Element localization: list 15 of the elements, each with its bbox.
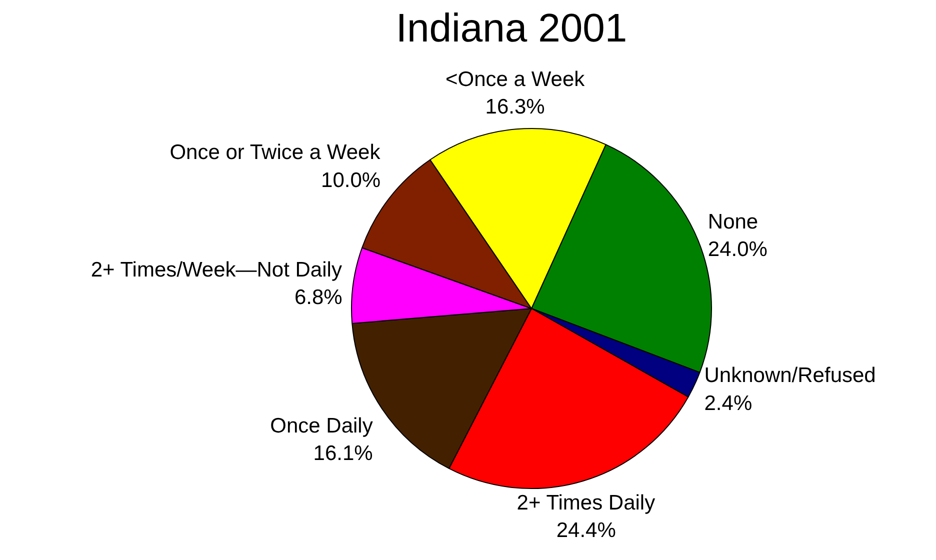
slice-label: None [708, 210, 758, 234]
slice-label: 2+ Times/Week—Not Daily [90, 258, 342, 282]
data-label: 2.4% [704, 392, 752, 415]
data-label: 24.0% [708, 238, 768, 262]
data-label: 16.3% [485, 95, 545, 118]
slice-label: Unknown/Refused [704, 364, 876, 388]
slice-label: <Once a Week [446, 68, 586, 91]
data-label: 10.0% [321, 168, 381, 192]
data-label: 16.1% [313, 442, 373, 466]
data-label: 24.4% [556, 518, 616, 542]
chart-title: Indiana 2001 [396, 6, 628, 50]
slice-label: Once or Twice a Week [170, 141, 381, 164]
slice-label: Once Daily [270, 414, 374, 438]
slice-label: 2+ Times Daily [516, 491, 656, 514]
data-label: 6.8% [294, 286, 342, 309]
